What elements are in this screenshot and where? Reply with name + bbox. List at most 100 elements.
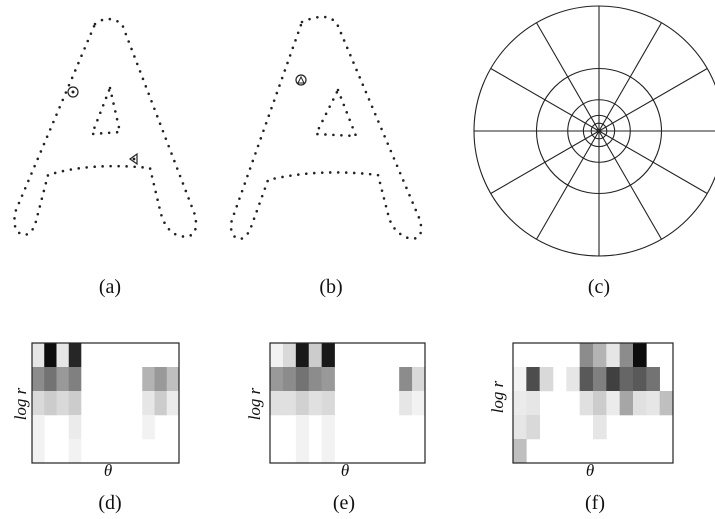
xlabel-d: θ — [104, 461, 112, 480]
histogram-cell — [270, 391, 284, 416]
sample-point-markers-b — [295, 74, 307, 86]
histogram-cell — [44, 343, 57, 368]
histogram-cell — [539, 367, 554, 392]
caption-b: (b) — [319, 276, 342, 298]
histogram-cell — [633, 367, 647, 392]
histogram-cell — [526, 391, 540, 416]
histogram-cell — [399, 367, 413, 392]
histogram-cell — [32, 415, 45, 440]
histogram-cell — [526, 367, 540, 392]
histogram-cell — [399, 391, 413, 416]
histogram-cell — [295, 415, 310, 440]
histogram-cell — [606, 367, 620, 392]
histogram-cell — [32, 439, 45, 464]
xlabel-f: θ — [586, 461, 594, 480]
histogram-cell — [412, 391, 426, 416]
angular-bin-spoke — [536, 130, 600, 240]
histogram-cell — [513, 367, 527, 392]
ylabel-f: log r — [488, 380, 507, 413]
histogram-cell — [295, 343, 310, 368]
angular-bin-spoke — [490, 68, 600, 132]
sample-point-markers-a — [67, 86, 138, 166]
histogram-frame — [512, 342, 674, 464]
histogram-cell — [308, 391, 322, 416]
angular-bin-spoke — [598, 130, 662, 240]
xlabel-e: θ — [341, 461, 349, 480]
angular-bin-spoke — [598, 68, 708, 132]
histogram-cell — [68, 439, 82, 464]
histogram-cell — [321, 439, 335, 464]
letter-a-shape-b — [229, 15, 423, 241]
histogram-cell — [68, 415, 82, 440]
histogram-cell — [142, 367, 155, 392]
histogram-cell — [513, 415, 527, 440]
histogram-cell — [68, 343, 82, 368]
histogram-cell — [68, 367, 82, 392]
histogram-f — [512, 342, 674, 464]
histogram-cell — [282, 367, 297, 392]
histogram-cell — [321, 343, 335, 368]
histogram-cell — [282, 391, 297, 416]
histogram-cell — [270, 367, 284, 392]
histogram-cell — [606, 343, 620, 368]
histogram-cell — [44, 367, 57, 392]
angular-bin-spoke — [598, 130, 708, 194]
histogram-d — [31, 342, 180, 464]
histogram-cell — [593, 367, 607, 392]
histogram-cell — [619, 343, 634, 368]
histogram-cell — [321, 415, 335, 440]
histogram-cell — [619, 391, 634, 416]
histogram-cell — [619, 367, 634, 392]
histogram-cell — [412, 367, 426, 392]
histogram-cell — [579, 367, 594, 392]
histogram-cell — [32, 343, 45, 368]
ylabel-d: log r — [11, 387, 30, 420]
histogram-cell — [142, 415, 155, 440]
histogram-cell — [659, 391, 674, 416]
histogram-cell — [646, 391, 660, 416]
histogram-cell — [142, 391, 155, 416]
caption-c: (c) — [588, 276, 610, 298]
histogram-cell — [606, 391, 620, 416]
histogram-frame — [269, 342, 426, 464]
caption-e: (e) — [333, 492, 355, 514]
histogram-e — [269, 342, 426, 464]
caption-d: (d) — [98, 492, 121, 514]
angular-bin-spoke — [490, 130, 600, 194]
histogram-cell — [56, 367, 70, 392]
histogram-cell — [321, 391, 335, 416]
histogram-cell — [513, 391, 527, 416]
histogram-cell — [154, 391, 168, 416]
histogram-cell — [579, 391, 594, 416]
histogram-cell — [68, 391, 82, 416]
histogram-cell — [56, 343, 70, 368]
histogram-cell — [633, 343, 647, 368]
histogram-cell — [593, 391, 607, 416]
histogram-cell — [44, 391, 57, 416]
histogram-cell — [282, 343, 297, 368]
histogram-cell — [166, 367, 180, 392]
histogram-cell — [321, 367, 335, 392]
histogram-cell — [593, 415, 607, 440]
histogram-cell — [513, 439, 527, 464]
histogram-cell — [308, 343, 322, 368]
histogram-cell — [295, 391, 310, 416]
ylabel-e: log r — [245, 387, 264, 420]
histogram-cell — [526, 415, 540, 440]
histogram-cell — [646, 367, 660, 392]
histogram-cell — [270, 343, 284, 368]
histogram-cell — [295, 367, 310, 392]
log-polar-diagram — [473, 5, 715, 257]
caption-f: (f) — [585, 492, 605, 514]
histogram-cell — [154, 367, 168, 392]
letter-a-shape-a — [13, 17, 198, 238]
angular-bin-spoke — [536, 22, 600, 132]
caption-a: (a) — [99, 276, 121, 298]
histogram-cell — [295, 439, 310, 464]
histogram-cell — [166, 391, 180, 416]
angular-bin-spoke — [598, 22, 662, 132]
histogram-frame — [31, 342, 180, 464]
histogram-cell — [32, 367, 45, 392]
histogram-cell — [308, 367, 322, 392]
